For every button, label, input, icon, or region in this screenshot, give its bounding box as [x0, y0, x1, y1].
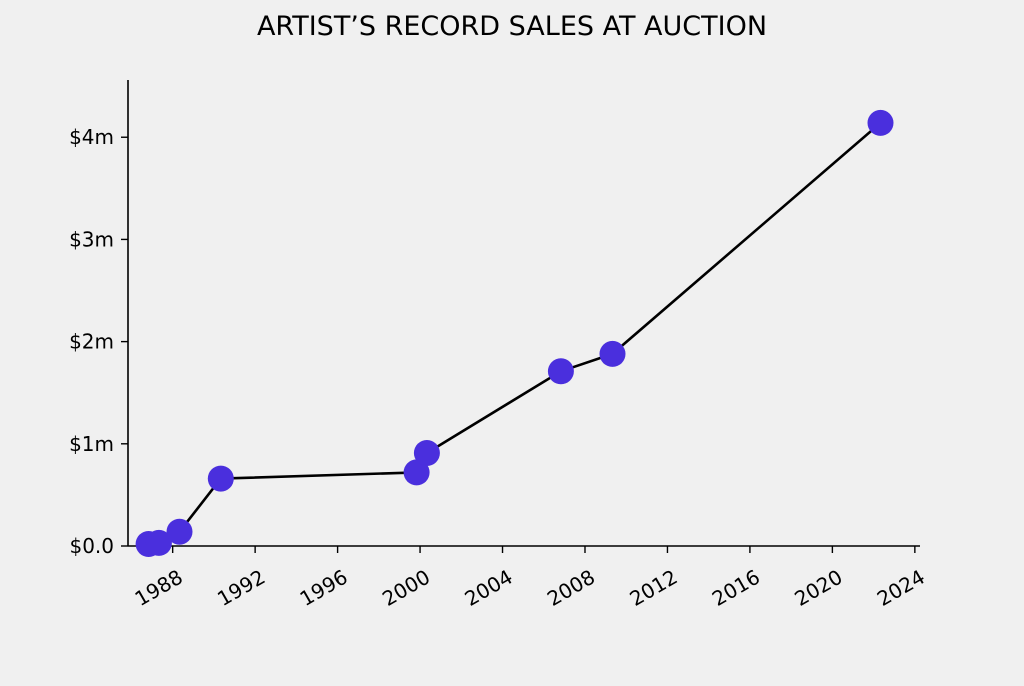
data-series	[135, 109, 894, 557]
x-tick-label: 2024	[873, 565, 929, 611]
tick-marks: $0.0 $1m $2m $3m $4m 1988 1992 1996 2000 2004 2008…	[69, 125, 929, 611]
data-point	[145, 529, 172, 556]
data-point	[867, 109, 894, 136]
data-point	[599, 340, 626, 367]
y-tick-label: $1m	[69, 432, 114, 456]
x-tick-label: 2016	[708, 565, 764, 611]
data-point	[207, 465, 234, 492]
x-tick-label: 2004	[461, 565, 517, 611]
y-tick-label: $0.0	[69, 534, 114, 558]
y-tick-label: $3m	[69, 227, 114, 251]
chart-title: ARTIST’S RECORD SALES AT AUCTION	[257, 11, 767, 42]
x-tick-label: 1988	[131, 565, 187, 611]
data-point	[413, 440, 440, 466]
x-tick-label: 1996	[296, 565, 352, 611]
axes	[127, 80, 920, 547]
x-tick-label: 2020	[790, 565, 846, 611]
y-tick-label: $4m	[69, 125, 114, 149]
x-tick-label: 1992	[213, 565, 269, 611]
data-point	[403, 459, 430, 486]
x-tick-label: 2008	[543, 565, 599, 611]
x-tick-label: 2012	[625, 565, 681, 611]
x-tick-label: 2000	[378, 565, 434, 611]
y-tick-label: $2m	[69, 330, 114, 354]
data-point	[166, 518, 193, 545]
series-line	[148, 121, 882, 546]
data-point	[547, 358, 574, 385]
